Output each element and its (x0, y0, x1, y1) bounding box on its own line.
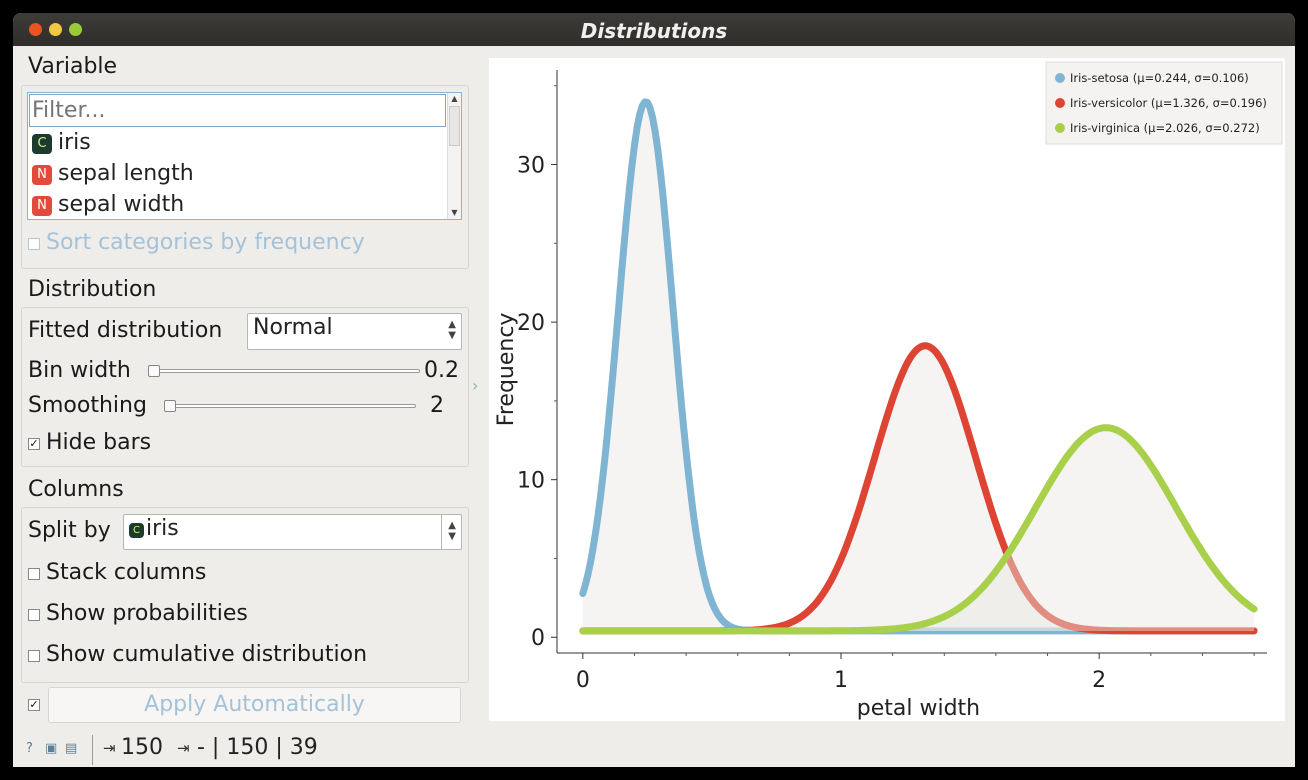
legend-label-2: Iris-virginica (μ=2.026, σ=0.272) (1070, 121, 1260, 135)
legend-marker-2 (1055, 123, 1065, 133)
stack-columns-label: Stack columns (46, 560, 207, 585)
list-item-label: sepal length (58, 161, 194, 186)
chevron-down-icon: ▲ ▼ (448, 520, 456, 542)
bin-width-slider[interactable] (149, 369, 420, 373)
x-tick-label: 0 (576, 668, 590, 693)
legend-box (1045, 61, 1283, 145)
apply-automatically-checkbox[interactable]: ✓ (28, 699, 40, 711)
distribution-group (21, 307, 469, 467)
apply-automatically-button[interactable]: Apply Automatically (48, 687, 461, 723)
input-count: 150 (121, 735, 163, 760)
splitter-arrow-icon[interactable]: › (472, 376, 479, 395)
numeric-icon: N (32, 196, 52, 216)
legend-marker-0 (1055, 73, 1065, 83)
show-cumulative-label: Show cumulative distribution (46, 642, 368, 667)
combo-divider (441, 515, 442, 549)
smoothing-label: Smoothing (28, 393, 147, 418)
split-by-label: Split by (28, 518, 111, 543)
sort-by-frequency-label: Sort categories by frequency (46, 230, 365, 255)
split-by-value: iris (146, 516, 179, 541)
smoothing-slider[interactable] (165, 404, 416, 408)
minimize-button[interactable] (49, 23, 62, 36)
variable-section-label: Variable (28, 54, 118, 79)
series-area-1 (582, 345, 1255, 631)
show-probabilities-checkbox[interactable] (28, 609, 40, 621)
title-bar: Distributions (13, 13, 1295, 46)
hide-bars-label: Hide bars (46, 430, 152, 455)
y-tick-label: 0 (531, 626, 545, 651)
chevron-down-icon: ▲ ▼ (448, 319, 456, 341)
legend-label-0: Iris-setosa (μ=0.244, σ=0.106) (1070, 71, 1249, 85)
save-image-icon[interactable]: ▣ (45, 741, 58, 756)
y-tick-label: 20 (517, 311, 545, 336)
variable-group (21, 85, 469, 269)
y-tick-label: 30 (517, 154, 545, 179)
scroll-thumb[interactable] (449, 106, 460, 146)
sort-by-frequency-checkbox[interactable] (28, 238, 40, 250)
distribution-section-label: Distribution (28, 277, 157, 302)
fitted-distribution-label: Fitted distribution (28, 318, 223, 343)
legend-marker-1 (1055, 98, 1065, 108)
x-tick-label: 2 (1092, 668, 1106, 693)
report-icon[interactable]: ▤ (65, 741, 78, 756)
status-divider (92, 735, 93, 765)
list-item-label: iris (58, 130, 91, 155)
show-cumulative-checkbox[interactable] (28, 650, 40, 662)
bin-width-slider-handle[interactable] (148, 365, 160, 377)
fitted-distribution-combo[interactable]: Normal ▲ ▼ (247, 313, 462, 350)
smoothing-value: 2 (430, 393, 444, 418)
bin-width-value: 0.2 (424, 358, 459, 383)
distribution-chart[interactable]: 0 10 20 30 0 1 2 petal width Frequency Iris-setos… (489, 58, 1285, 721)
input-icon: ⇥ (103, 739, 116, 757)
y-tick-label: 10 (517, 469, 545, 494)
show-probabilities-label: Show probabilities (46, 601, 248, 626)
checkmark-icon: ✓ (29, 437, 39, 450)
numeric-icon: N (32, 165, 52, 185)
close-button[interactable] (29, 23, 42, 36)
window-title: Distributions (580, 19, 728, 43)
legend-label-1: Iris-versicolor (μ=1.326, σ=0.196) (1070, 96, 1267, 110)
series-line-2 (579, 424, 1258, 635)
scroll-down-arrow-icon[interactable]: ▼ (451, 208, 458, 217)
columns-section-label: Columns (28, 477, 124, 502)
help-icon[interactable]: ? (26, 741, 33, 756)
variable-filter-input[interactable] (29, 94, 446, 127)
bin-width-label: Bin width (28, 358, 131, 383)
y-axis-label: Frequency (494, 313, 519, 427)
list-scrollbar[interactable]: ▲ ▼ (447, 93, 461, 219)
checkmark-icon: ✓ (29, 698, 39, 711)
hide-bars-checkbox[interactable]: ✓ (28, 438, 40, 450)
scroll-up-arrow-icon[interactable]: ▲ (451, 94, 458, 103)
categorical-icon: C (32, 134, 52, 154)
x-tick-label: 1 (834, 668, 848, 693)
output-summary: - | 150 | 39 (197, 735, 318, 760)
output-icon: ⇥ (177, 739, 190, 757)
stack-columns-checkbox[interactable] (28, 568, 40, 580)
status-bar: ? ▣ ▤ ⇥ 150 ⇥ - | 150 | 39 (13, 731, 483, 767)
series-area-0 (582, 101, 1255, 631)
fitted-distribution-value: Normal (253, 315, 333, 340)
maximize-button[interactable] (69, 23, 82, 36)
series-area-2 (582, 427, 1255, 631)
categorical-icon: C (129, 523, 144, 538)
smoothing-slider-handle[interactable] (164, 400, 176, 412)
x-axis-label: petal width (857, 696, 980, 721)
plot-area[interactable]: 0 10 20 30 0 1 2 petal width Frequency Iris-setos… (489, 58, 1285, 721)
list-item-label: sepal width (58, 192, 185, 217)
columns-group (21, 507, 469, 683)
